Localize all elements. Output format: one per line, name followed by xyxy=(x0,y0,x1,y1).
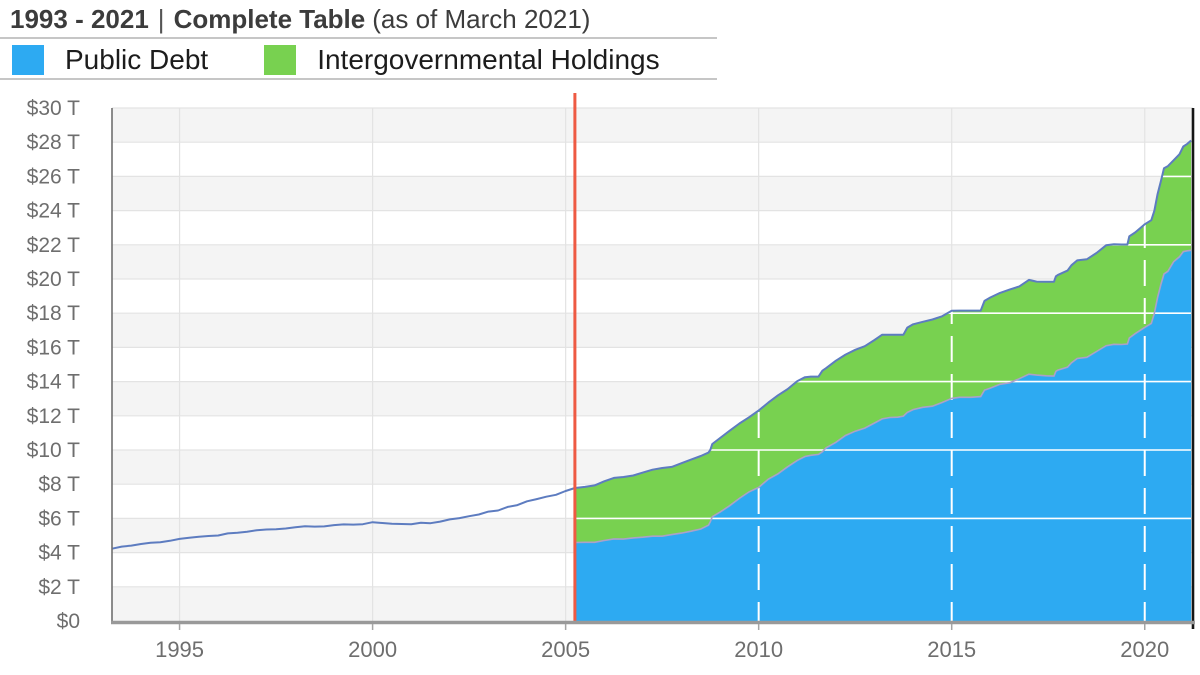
title-separator: | xyxy=(157,4,165,34)
stripe-band xyxy=(112,176,1193,211)
y-axis-label: $24 T xyxy=(27,200,80,223)
x-axis-label: 2000 xyxy=(348,637,397,662)
legend-item-label: Intergovernmental Holdings xyxy=(317,44,660,75)
chart-legend: Public Debt Intergovernmental Holdings xyxy=(0,44,660,76)
y-axis-label: $20 T xyxy=(27,268,80,291)
x-axis-label: 2005 xyxy=(541,637,590,662)
y-axis-label: $22 T xyxy=(27,234,80,257)
x-axis-label: 2010 xyxy=(734,637,783,662)
y-axis-label: $30 T xyxy=(27,97,80,120)
legend-divider-bottom xyxy=(0,78,717,80)
public-intergov-boundary-line xyxy=(574,249,1192,544)
legend-divider-top xyxy=(0,37,717,39)
stripe-band xyxy=(112,244,1193,279)
public-debt-area[interactable] xyxy=(574,250,1192,622)
legend-item-intergovernmental-holdings[interactable]: Intergovernmental Holdings xyxy=(264,44,660,75)
x-axis-label: 2015 xyxy=(927,637,976,662)
y-axis-label: $28 T xyxy=(27,131,80,154)
y-axis-label: $14 T xyxy=(27,371,80,394)
intergovernmental-holdings-area[interactable] xyxy=(574,140,1192,543)
legend-swatch-icon xyxy=(264,45,297,75)
title-as-of: (as of March 2021) xyxy=(372,4,591,34)
legend-item-public-debt[interactable]: Public Debt xyxy=(12,45,208,75)
x-axis-label: 2020 xyxy=(1120,637,1169,662)
y-axis-label: $16 T xyxy=(27,336,80,359)
y-axis-label: $6 T xyxy=(38,507,80,530)
title-year-range: 1993 - 2021 xyxy=(10,4,149,34)
y-axis-label: $0 xyxy=(57,610,80,633)
total-debt-line[interactable] xyxy=(111,139,1192,550)
y-axis-label: $4 T xyxy=(38,542,80,565)
complete-table-link[interactable]: Complete Table xyxy=(173,4,366,34)
y-axis-label: $18 T xyxy=(27,302,80,325)
y-axis-label: $26 T xyxy=(27,165,80,188)
y-axis-label: $2 T xyxy=(38,576,80,599)
chart-title: 1993 - 2021 | Complete Table (as of March 2… xyxy=(10,4,590,35)
legend-swatch-icon xyxy=(12,45,44,75)
x-axis-label: 1995 xyxy=(155,637,204,662)
y-axis-label: $12 T xyxy=(27,405,80,428)
legend-item-label: Public Debt xyxy=(65,44,209,75)
y-axis-label: $10 T xyxy=(27,439,80,462)
stripe-band xyxy=(112,108,1193,143)
y-axis-label: $8 T xyxy=(38,473,80,496)
